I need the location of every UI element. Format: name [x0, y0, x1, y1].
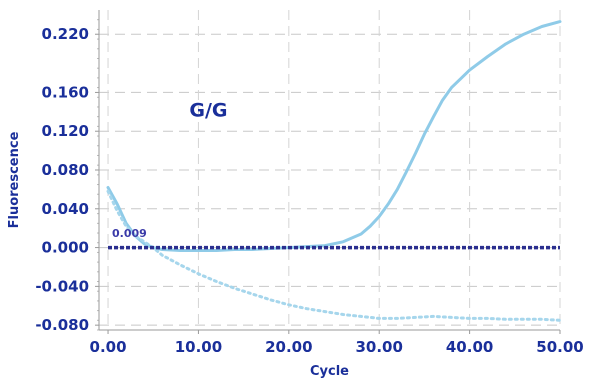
y-tick-label: 0.220 — [42, 25, 89, 43]
x-axis-title: Cycle — [310, 364, 349, 379]
grid — [99, 10, 561, 330]
y-tick-label: 0.040 — [42, 200, 89, 218]
series — [106, 20, 562, 322]
x-tick-label: 40.00 — [446, 338, 493, 356]
x-tick-label: 30.00 — [355, 338, 402, 356]
genotype-label: G/G — [189, 100, 227, 122]
series-line-0 — [106, 20, 562, 252]
x-tick-label: 0.00 — [90, 338, 127, 356]
x-tick-label: 20.00 — [265, 338, 312, 356]
y-axis-title: Fluorescence — [7, 131, 22, 228]
y-tick-label: 0.160 — [42, 83, 89, 101]
x-tick-label: 50.00 — [536, 338, 583, 356]
series-line-1 — [106, 189, 562, 322]
y-tick-label: 0.120 — [42, 122, 89, 140]
threshold-label: 0.009 — [112, 227, 147, 240]
labels: 0.220 0.160 0.120 0.080 0.040 0.000 -0.040 -0.0… — [7, 25, 584, 379]
y-tick-label: -0.040 — [35, 277, 89, 295]
y-tick-label: 0.000 — [42, 239, 89, 257]
y-tick-label: 0.080 — [42, 161, 89, 179]
y-tick-label: -0.080 — [35, 316, 89, 334]
x-tick-label: 10.00 — [175, 338, 222, 356]
axes — [95, 10, 561, 334]
